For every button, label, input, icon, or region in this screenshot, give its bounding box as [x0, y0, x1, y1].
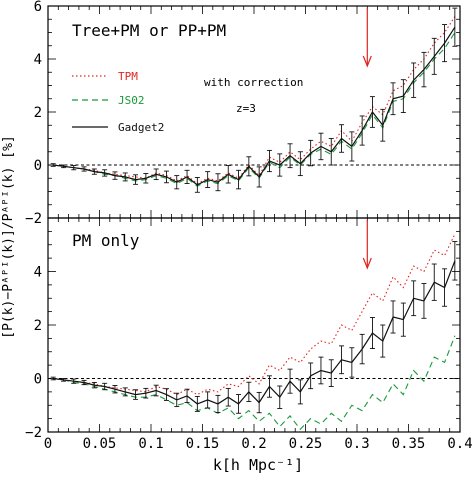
y-axis-label: [P(k)−Pᴬᴾᴵ(k)]/Pᴬᴾᴵ(k) [%] — [1, 135, 16, 339]
panel-bottom-ytick-label: 0 — [34, 372, 42, 388]
xtick-label: 0.15 — [186, 436, 220, 452]
legend-label-tpm: TPM — [118, 70, 138, 83]
series-gadget2-top — [53, 26, 456, 186]
panel-top-ytick-label: 6 — [34, 0, 42, 15]
xtick-label: 0.2 — [241, 436, 266, 452]
annotation-redshift: z=3 — [236, 102, 256, 115]
x-axis-label: k[h Mpc⁻¹] — [213, 456, 303, 474]
panel-top-title: Tree+PM or PP+PM — [72, 21, 226, 40]
legend: TPM JS02 Gadget2 — [72, 70, 164, 134]
panel-bottom-ytick-label: −2 — [25, 425, 42, 441]
xtick-label: 0.1 — [138, 436, 163, 452]
series-js02-bottom — [53, 335, 456, 431]
xtick-label: 0 — [44, 436, 52, 452]
panel-top-ytick-label: −2 — [25, 211, 42, 227]
series-js02-top — [53, 32, 456, 187]
panel-bottom-ytick-label: 4 — [34, 265, 42, 281]
arrow-head-bottom — [362, 257, 372, 270]
xtick-label: 0.25 — [289, 436, 323, 452]
panel-bottom-title: PM only — [72, 231, 140, 250]
panel-top-ytick-label: 2 — [34, 105, 42, 121]
xtick-label: 0.05 — [83, 436, 117, 452]
series-gadget2-bottom — [53, 260, 456, 405]
panel-bottom-ytick-label: 2 — [34, 318, 42, 334]
xtick-label: 0.3 — [344, 436, 369, 452]
annotation-with-correction: with correction — [204, 76, 303, 89]
legend-label-gadget2: Gadget2 — [118, 121, 164, 134]
legend-label-js02: JS02 — [118, 94, 145, 107]
panel-top-ytick-label: 0 — [34, 158, 42, 174]
series-tpm-bottom — [53, 233, 456, 396]
arrow-head-top — [362, 55, 372, 68]
xtick-label: 0.35 — [392, 436, 426, 452]
xtick-label: 0.4 — [447, 436, 472, 452]
panel-top-ytick-label: 4 — [34, 52, 42, 68]
